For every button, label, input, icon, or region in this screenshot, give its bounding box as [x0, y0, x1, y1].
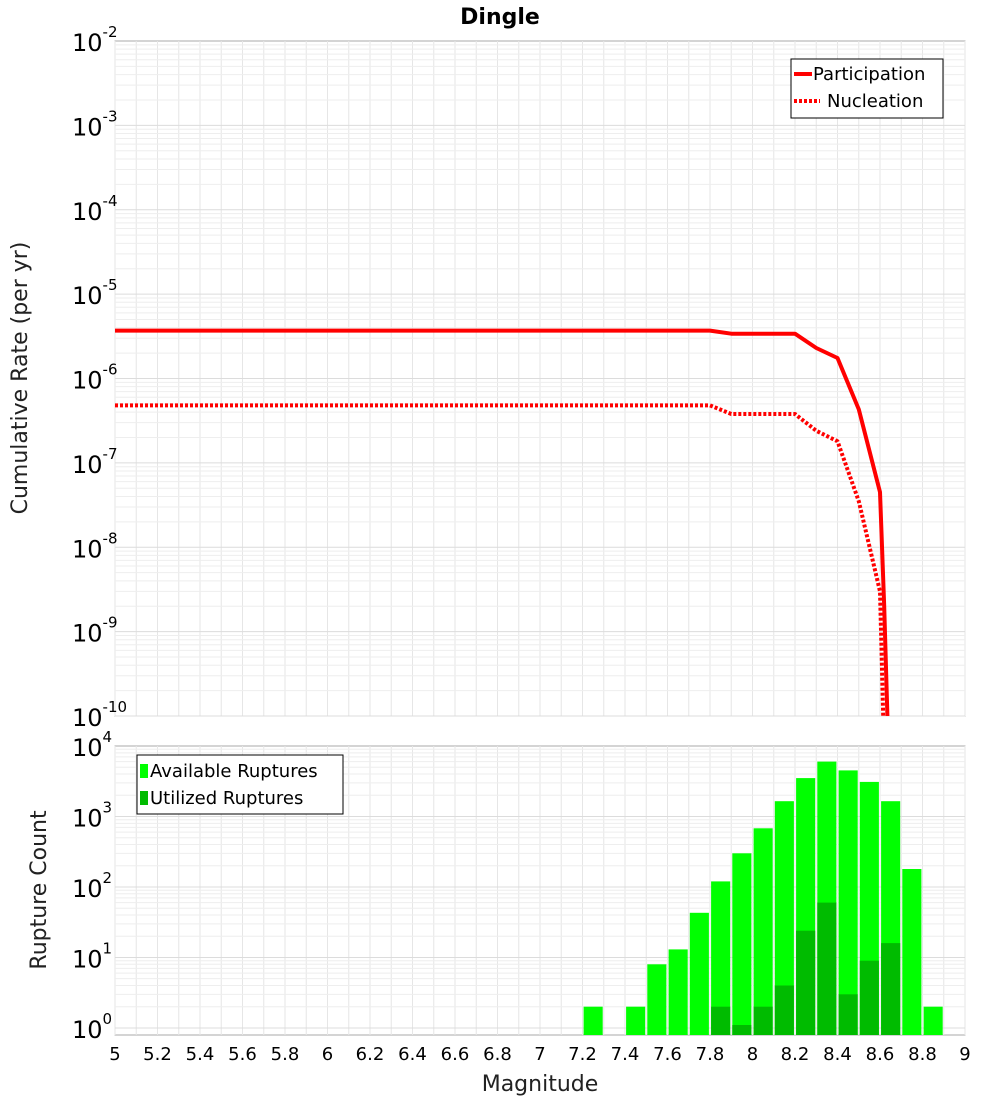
x-tick-label: 8.6 — [866, 1044, 895, 1065]
count-y-tick-label: 101 — [72, 939, 112, 973]
count-y-tick-label: 104 — [72, 728, 112, 762]
available-bar — [626, 1006, 646, 1035]
rate-legend: Participation Nucleation — [790, 58, 944, 119]
chart-title: Dingle — [460, 5, 540, 30]
utilized-bar — [732, 1025, 752, 1035]
rate-y-tick-label: 10-8 — [72, 529, 118, 563]
count-legend-box — [136, 754, 344, 815]
x-tick-label: 7.8 — [696, 1044, 725, 1065]
available-bar — [711, 881, 731, 1035]
x-tick-label: 7.6 — [653, 1044, 682, 1065]
rate-y-tick-label: 10-3 — [72, 107, 118, 141]
available-bar — [923, 1006, 943, 1035]
legend-available-label: Available Ruptures — [150, 761, 318, 782]
count-legend: Available Ruptures Utilized Ruptures — [136, 754, 344, 815]
rate-y-tick-label: 10-5 — [72, 276, 118, 310]
x-tick-label: 5.8 — [271, 1044, 300, 1065]
available-bar — [732, 853, 752, 1035]
x-tick-label: 7.2 — [568, 1044, 597, 1065]
x-tick-label: 6 — [322, 1044, 333, 1065]
x-tick-label: 9 — [959, 1044, 970, 1065]
x-tick-label: 5.2 — [143, 1044, 172, 1065]
x-tick-label: 6.6 — [441, 1044, 470, 1065]
count-panel: 100 101 102 103 104 5 5.2 5.4 5.6 5.8 6 6.2 6.4 6.6 6… — [27, 728, 971, 1097]
rate-legend-box — [790, 58, 944, 119]
legend-available-swatch — [140, 764, 148, 778]
count-y-axis-label: Rupture Count — [27, 810, 52, 970]
x-tick-label: 5 — [109, 1044, 120, 1065]
legend-nucleation-label: Nucleation — [827, 91, 923, 112]
x-tick-label: 8.4 — [823, 1044, 852, 1065]
rate-series — [115, 328, 890, 717]
available-bar — [753, 828, 773, 1035]
series-line-nucleation — [115, 403, 886, 717]
legend-utilized-label: Utilized Ruptures — [150, 788, 303, 809]
utilized-bar — [859, 960, 879, 1035]
available-bar — [689, 912, 709, 1035]
rate-y-tick-label: 10-9 — [72, 614, 118, 648]
available-bar — [668, 949, 688, 1035]
x-tick-label: 8.2 — [781, 1044, 810, 1065]
legend-utilized-swatch — [140, 791, 148, 805]
x-tick-label: 5.6 — [228, 1044, 257, 1065]
x-tick-label: 6.4 — [398, 1044, 427, 1065]
available-bar — [902, 869, 922, 1035]
magnitude-x-ticks: 5 5.2 5.4 5.6 5.8 6 6.2 6.4 6.6 6.8 7 7.2 7.4 7.6 7.8 8… — [109, 1044, 970, 1065]
utilized-bar — [838, 994, 858, 1035]
count-y-tick-label: 103 — [72, 798, 112, 832]
utilized-bar — [774, 985, 794, 1035]
x-tick-label: 5.4 — [186, 1044, 215, 1065]
utilized-bars — [711, 902, 901, 1035]
count-y-tick-label: 100 — [72, 1010, 112, 1044]
rate-y-tick-label: 10-7 — [72, 445, 118, 479]
rate-y-tick-label: 10-10 — [72, 698, 127, 732]
available-bar — [774, 801, 794, 1035]
rate-y-axis-label: Cumulative Rate (per yr) — [8, 242, 33, 515]
available-bar — [838, 770, 858, 1035]
count-y-tick-label: 102 — [72, 869, 112, 903]
x-tick-label: 6.2 — [356, 1044, 385, 1065]
rate-y-tick-label: 10-6 — [72, 361, 118, 395]
rate-gridlines — [114, 41, 966, 717]
utilized-bar — [753, 1006, 773, 1035]
x-tick-label: 8 — [747, 1044, 758, 1065]
x-tick-label: 7 — [534, 1044, 545, 1065]
rate-y-tick-label: 10-2 — [72, 23, 118, 57]
utilized-bar — [881, 943, 901, 1035]
x-tick-label: 7.4 — [611, 1044, 640, 1065]
x-tick-label: 8.8 — [908, 1044, 937, 1065]
available-bar — [583, 1006, 603, 1035]
legend-participation-label: Participation — [813, 64, 925, 85]
available-bar — [647, 964, 667, 1035]
utilized-bar — [817, 902, 837, 1035]
rate-y-ticks: 10-10 10-9 10-8 10-7 10-6 10-5 10-4 10-3 10-2 — [72, 23, 127, 732]
count-y-ticks: 100 101 102 103 104 — [72, 728, 112, 1044]
x-axis-label: Magnitude — [482, 1072, 599, 1097]
rate-panel: 10-10 10-9 10-8 10-7 10-6 10-5 10-4 10-3 10-2 Cu… — [8, 23, 966, 732]
utilized-bar — [796, 930, 816, 1035]
series-line-participation — [115, 328, 890, 717]
rate-y-tick-label: 10-4 — [72, 192, 118, 226]
utilized-bar — [711, 1006, 731, 1035]
x-tick-label: 6.8 — [483, 1044, 512, 1065]
